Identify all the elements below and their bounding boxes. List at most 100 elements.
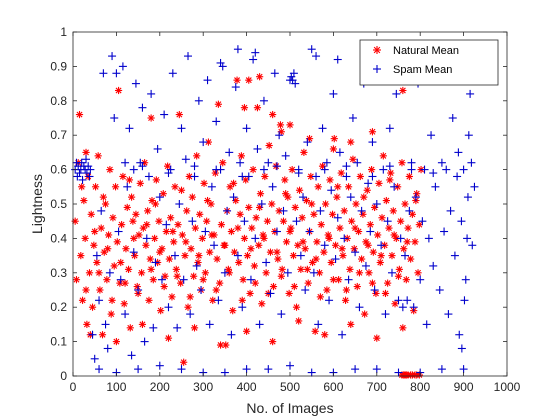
data-point (101, 320, 110, 329)
data-point (297, 265, 305, 273)
data-point (192, 261, 201, 270)
data-point (429, 261, 438, 270)
data-point (119, 172, 127, 181)
data-point (93, 258, 101, 267)
data-point (121, 158, 130, 167)
data-point (101, 200, 110, 208)
data-point (305, 227, 314, 236)
data-point (316, 293, 324, 301)
data-point (333, 213, 342, 222)
data-point (233, 45, 242, 54)
data-point (327, 258, 335, 267)
data-point (99, 69, 108, 78)
data-point (238, 296, 246, 304)
legend-marker (373, 46, 381, 54)
data-point (413, 190, 421, 198)
data-point (233, 251, 242, 260)
data-point (187, 245, 195, 253)
data-point (312, 172, 321, 181)
data-point (250, 262, 259, 270)
data-point (269, 110, 277, 119)
data-point (80, 196, 88, 205)
data-point (112, 338, 120, 346)
data-point (463, 234, 472, 243)
data-point (418, 217, 427, 226)
data-point (427, 131, 436, 140)
data-point (184, 303, 192, 311)
data-point (142, 234, 151, 243)
data-point (91, 183, 100, 191)
data-point (225, 148, 234, 157)
data-point (135, 231, 143, 239)
data-point (185, 172, 193, 181)
data-point (311, 327, 319, 335)
data-point (249, 55, 258, 64)
data-point (167, 214, 175, 222)
data-point (253, 144, 262, 153)
data-point (466, 89, 475, 98)
data-point (442, 165, 451, 174)
data-point (147, 114, 155, 122)
data-point (313, 238, 321, 246)
data-point (78, 183, 86, 191)
data-point (437, 158, 446, 167)
data-point (124, 265, 133, 273)
data-point (236, 210, 244, 218)
data-point (457, 344, 466, 353)
data-point (329, 276, 337, 284)
data-point (164, 303, 173, 312)
data-point (138, 320, 147, 328)
data-point (320, 248, 328, 256)
data-point (95, 269, 103, 277)
data-point (103, 344, 112, 353)
data-point (281, 176, 289, 184)
data-point (186, 293, 194, 301)
data-point (160, 282, 168, 291)
data-point (106, 166, 114, 174)
data-point (105, 268, 114, 277)
data-point (212, 117, 221, 126)
data-point (331, 255, 340, 264)
data-point (385, 124, 394, 133)
data-point (155, 217, 163, 225)
data-point (360, 193, 368, 201)
data-point (282, 238, 291, 246)
data-point (325, 234, 333, 242)
legend-label: Natural Mean (393, 45, 459, 57)
data-point (78, 296, 87, 304)
data-point (213, 255, 221, 263)
data-point (301, 286, 310, 294)
data-point (322, 158, 331, 167)
data-point (286, 361, 294, 370)
data-point (355, 303, 364, 312)
data-point (260, 234, 268, 242)
data-point (242, 124, 251, 133)
data-point (92, 251, 101, 260)
data-point (266, 248, 275, 256)
data-point (416, 275, 425, 284)
data-point (457, 217, 466, 226)
data-point (134, 365, 143, 374)
data-point (314, 320, 323, 329)
data-point (127, 351, 136, 360)
data-point (190, 172, 199, 181)
data-point (149, 276, 157, 284)
data-point (388, 252, 396, 260)
data-point (326, 176, 334, 184)
data-point (295, 186, 304, 194)
data-point (263, 217, 272, 225)
data-point (294, 241, 302, 249)
data-point (94, 152, 102, 160)
x-tick-label: 1000 (494, 380, 521, 394)
data-point (86, 165, 95, 174)
data-point (107, 310, 115, 318)
data-point (453, 172, 462, 181)
data-point (367, 166, 376, 174)
data-point (259, 96, 268, 105)
data-point (183, 207, 191, 215)
data-point (242, 176, 250, 184)
data-point (173, 323, 182, 332)
data-point (325, 296, 334, 305)
axis-ticks: 0 100 200 300 400 500 600 700 800 900 1000 0 0.1 0.2 0… (50, 25, 520, 394)
data-point (118, 221, 126, 229)
